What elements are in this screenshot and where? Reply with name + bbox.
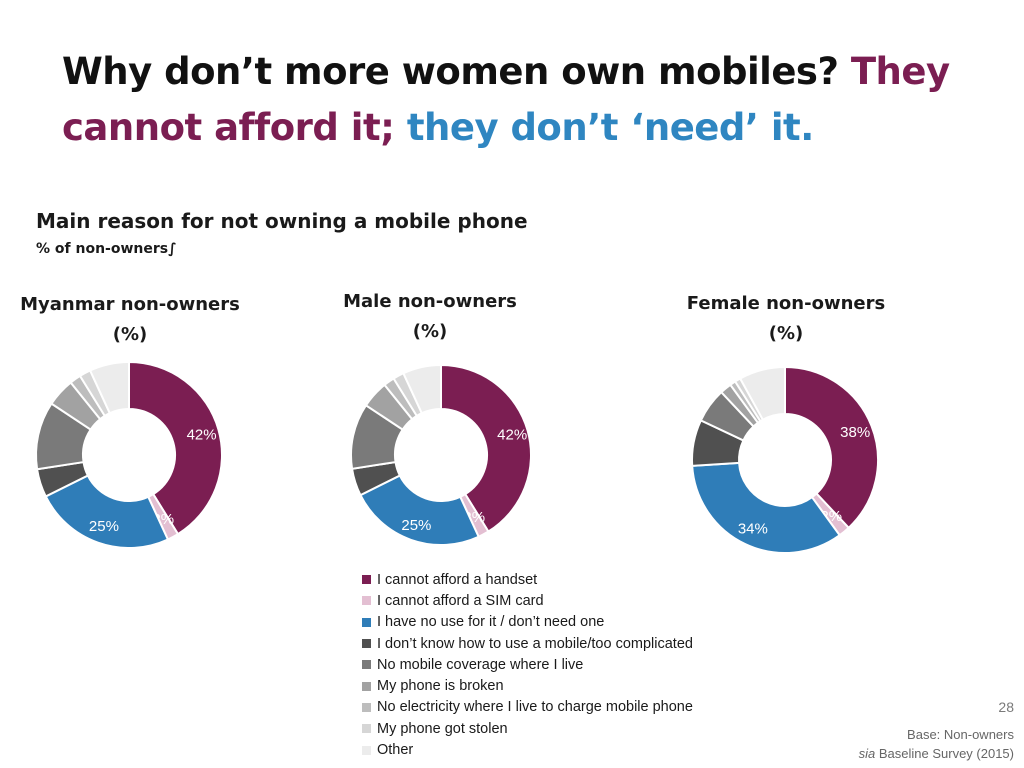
legend-swatch (362, 745, 371, 755)
legend-label: No mobile coverage where I live (377, 656, 584, 673)
legend-swatch (362, 596, 371, 606)
donut-female-label-2: 34% (738, 520, 768, 537)
legend-swatch (362, 639, 371, 649)
base-note: Base: Non-owners (907, 727, 1014, 742)
legend-item: No electricity where I live to charge mo… (362, 697, 693, 718)
donut-male-slice-8 (402, 363, 442, 415)
legend-label: I cannot afford a handset (377, 571, 538, 588)
panel-title-female-name: Female non-owners (686, 293, 886, 314)
donut-female-slice-8 (738, 365, 786, 422)
legend-item: My phone is broken (362, 675, 693, 696)
donut-myanmar-slice-8 (88, 360, 130, 415)
panel-title-myanmar-name: Myanmar non-owners (20, 294, 240, 315)
panel-title-male: Male non-owners (%) (300, 287, 560, 347)
panel-title-female: Female non-owners (%) (656, 289, 916, 349)
slide-title: Why don’t more women own mobiles? They c… (62, 44, 962, 156)
chart-heading: Main reason for not owning a mobile phon… (36, 209, 528, 233)
donut-female-label-0: 38% (840, 424, 870, 441)
legend-item: Other (362, 739, 693, 760)
legend-swatch (362, 660, 371, 670)
legend-label: My phone got stolen (377, 720, 508, 737)
legend-item: I have no use for it / don’t need one (362, 612, 693, 633)
legend-swatch (362, 575, 371, 585)
legend-label: My phone is broken (377, 678, 504, 695)
donut-myanmar-label-0: 42% (187, 426, 217, 443)
chart-legend: I cannot afford a handset I cannot afford… (362, 569, 693, 761)
page-number: 28 (998, 699, 1014, 715)
legend-label: No electricity where I live to charge mo… (377, 699, 693, 716)
panel-title-female-unit: (%) (768, 323, 804, 344)
donut-male-label-0: 42% (497, 427, 527, 444)
chart-subheading: % of non-owners∫ (36, 241, 177, 257)
donut-male-slice-2 (359, 474, 480, 546)
legend-label: I have no use for it / don’t need one (377, 614, 605, 631)
legend-item: I don’t know how to use a mobile/too com… (362, 633, 693, 654)
legend-item: My phone got stolen (362, 718, 693, 739)
donut-myanmar-slice-2 (44, 474, 170, 549)
donut-male-slice-0 (440, 363, 532, 533)
legend-label: I cannot afford a SIM card (377, 592, 544, 609)
donut-myanmar-label-2: 25% (89, 518, 119, 535)
legend-label: I don’t know how to use a mobile/too com… (377, 635, 693, 652)
title-part-afford: They cannot afford it; (62, 50, 950, 149)
donut-myanmar-slice-0 (128, 360, 223, 536)
legend-item: I cannot afford a SIM card (362, 590, 693, 611)
source-note: sia Baseline Survey (2015) (859, 746, 1014, 761)
legend-swatch (362, 724, 371, 734)
legend-swatch (362, 617, 371, 627)
donut-male-label-2: 25% (401, 517, 431, 534)
donut-female-slice-0 (784, 365, 879, 530)
panel-title-myanmar: Myanmar non-owners (%) (0, 290, 260, 350)
legend-item: I cannot afford a handset (362, 569, 693, 590)
panel-title-myanmar-unit: (%) (112, 324, 148, 345)
source-note-italic: sia (858, 746, 876, 761)
legend-swatch (362, 702, 371, 712)
legend-swatch (362, 681, 371, 691)
legend-item: No mobile coverage where I live (362, 654, 693, 675)
title-part-question: Why don’t more women own mobiles? (62, 50, 839, 93)
legend-label: Other (377, 742, 414, 759)
title-part-need: they don’t ‘need’ it. (406, 106, 814, 149)
panel-title-male-name: Male non-owners (343, 291, 517, 312)
panel-title-male-unit: (%) (412, 321, 448, 342)
donut-female-slice-2 (691, 461, 842, 554)
source-note-text: Baseline Survey (2015) (878, 746, 1014, 761)
